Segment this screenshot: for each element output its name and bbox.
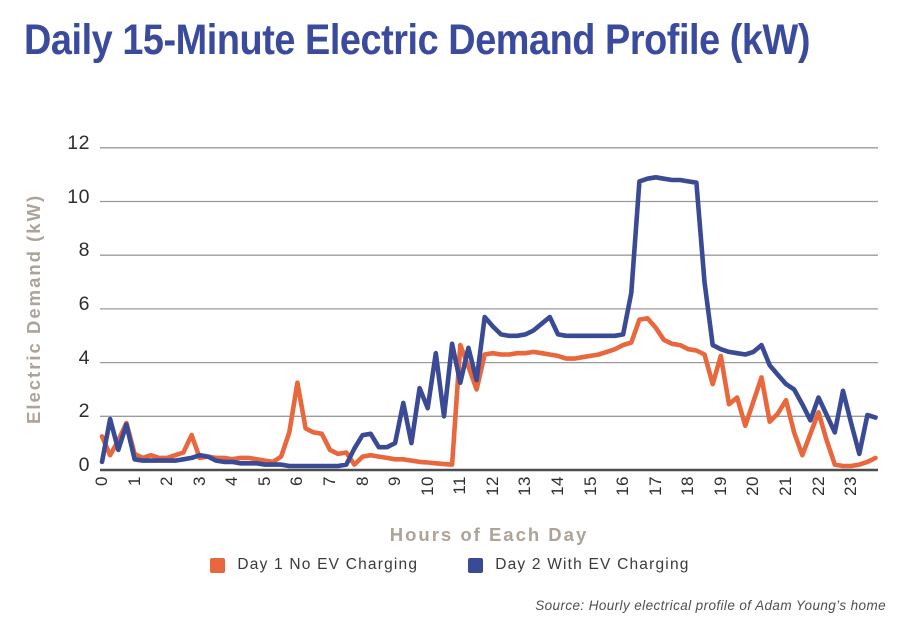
legend-swatch-icon <box>210 557 226 573</box>
legend-swatch-icon <box>468 557 484 573</box>
y-tick-label: 8 <box>78 239 90 262</box>
x-tick-label: 10 <box>417 476 437 496</box>
x-tick-label: 5 <box>254 476 274 486</box>
y-tick-label: 10 <box>67 185 90 208</box>
x-tick-label: 23 <box>841 476 861 496</box>
x-tick-label: 16 <box>613 476 633 496</box>
x-tick-label: 20 <box>743 476 763 496</box>
x-tick-label: 6 <box>287 476 307 486</box>
x-tick-label: 3 <box>189 476 209 486</box>
y-tick-label: 0 <box>78 454 90 476</box>
y-tick-label: 4 <box>78 346 90 369</box>
x-tick-label: 18 <box>678 476 698 496</box>
x-tick-label: 8 <box>352 476 372 486</box>
source-note: Source: Hourly electrical profile of Ada… <box>535 598 886 613</box>
series-line-day-1 <box>99 315 878 469</box>
legend-item: Day 1 No EV Charging <box>210 556 418 574</box>
y-axis-title: Electric Demand (kW) <box>23 193 44 425</box>
x-tick-label: 14 <box>547 476 567 496</box>
x-tick-label: 19 <box>710 476 730 496</box>
legend-item: Day 2 With EV Charging <box>468 556 689 574</box>
x-tick-label: 9 <box>385 476 405 486</box>
x-tick-label: 22 <box>808 476 828 496</box>
chart-title: Daily 15-Minute Electric Demand Profile … <box>24 16 810 64</box>
x-tick-label: 17 <box>645 476 665 496</box>
x-tick-label: 11 <box>450 476 470 495</box>
series-line-day-2 <box>99 175 878 469</box>
x-tick-label: 15 <box>580 476 600 496</box>
x-tick-label: 1 <box>124 476 144 486</box>
legend-label: Day 1 No EV Charging <box>237 556 419 573</box>
chart-legend: Day 1 No EV Charging Day 2 With EV Chargi… <box>0 556 900 574</box>
x-tick-label: 12 <box>482 476 502 496</box>
x-axis-title: Hours of Each Day <box>389 524 589 545</box>
x-tick-label: 7 <box>319 476 339 486</box>
x-tick-label: 2 <box>157 476 177 486</box>
x-tick-label: 21 <box>775 476 795 496</box>
x-tick-label: 13 <box>515 476 535 496</box>
y-tick-label: 12 <box>67 131 90 154</box>
y-tick-label: 2 <box>78 400 90 423</box>
y-tick-label: 6 <box>78 292 90 315</box>
legend-label: Day 2 With EV Charging <box>495 556 690 573</box>
x-tick-label: 0 <box>92 476 111 486</box>
x-tick-label: 4 <box>222 476 242 486</box>
